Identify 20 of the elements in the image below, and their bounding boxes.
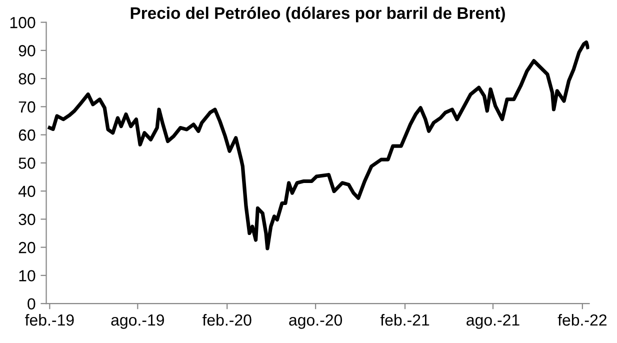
y-tick-label: 80 — [18, 73, 36, 84]
x-tick-label: feb.-19 — [25, 314, 74, 326]
x-tick-label: ago.-19 — [111, 314, 164, 329]
y-tick-label: 100 — [10, 16, 36, 28]
y-tick-label: 20 — [18, 242, 36, 254]
y-tick-label: 0 — [28, 298, 36, 310]
chart-title: Precio del Petróleo (dólares por barril de Brent) — [130, 6, 505, 22]
y-tick-label: 60 — [18, 129, 36, 141]
x-tick-label: feb.-22 — [558, 314, 606, 326]
y-tick-label: 40 — [18, 186, 36, 197]
x-tick-label: ago.-21 — [466, 314, 520, 329]
y-tick-label: 30 — [18, 214, 36, 226]
line-series — [48, 40, 590, 250]
x-tick-label: feb.-21 — [380, 314, 430, 326]
y-tick-label: 70 — [18, 101, 36, 113]
x-tick-label: ago.-20 — [289, 314, 342, 329]
y-tick-label: 10 — [19, 270, 36, 282]
x-tick-label: feb.-20 — [202, 314, 252, 326]
y-tick-label: 90 — [18, 45, 36, 56]
y-tick-label: 50 — [18, 158, 36, 169]
